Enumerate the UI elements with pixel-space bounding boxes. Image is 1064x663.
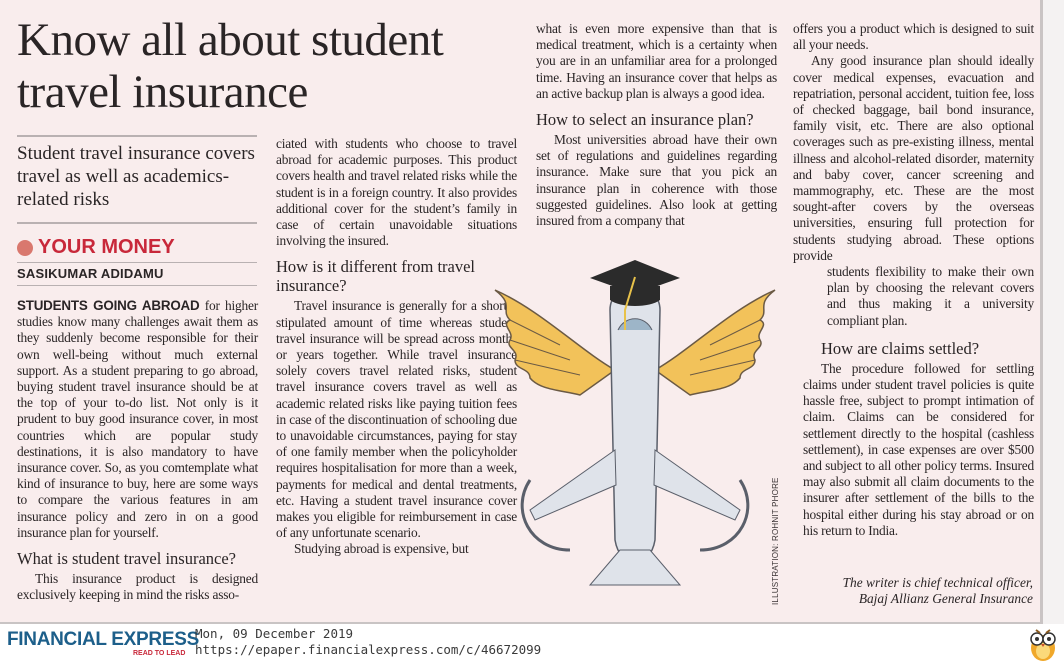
author-note-line: The writer is chief technical officer, [842, 575, 1033, 590]
footer: FINANCIAL EXPRESS READ TO LEAD Mon, 09 D… [0, 624, 1064, 663]
section-label: YOUR MONEY [17, 236, 175, 259]
subhead: How are claims settled? [821, 338, 980, 358]
column-2: ciated with students who choose to trave… [276, 136, 517, 558]
page-edge [1043, 0, 1064, 624]
logo-tagline: READ TO LEAD [133, 650, 186, 657]
headline: Know all about student travel insurance [17, 14, 444, 118]
paragraph: This insurance product is designed exclu… [17, 571, 258, 603]
paragraph: what is even more expensive than that is… [536, 21, 777, 101]
financial-express-logo: FINANCIAL EXPRESS READ TO LEAD [7, 629, 199, 657]
left-wing [494, 289, 617, 396]
paragraph: Most universities abroad have their own … [536, 132, 777, 229]
paragraph: offers you a product which is designed t… [793, 21, 1034, 53]
intro-text: for higher studies know many challenges … [17, 298, 258, 540]
edition-date: Mon, 09 December 2019 [195, 626, 354, 641]
author-note: The writer is chief technical officer, B… [800, 575, 1033, 607]
subhead: How to select an insurance plan? [536, 110, 754, 130]
byline: SASIKUMAR ADIDAMU [17, 266, 164, 281]
section-text: YOUR MONEY [38, 236, 175, 258]
divider [17, 135, 257, 137]
paragraph: Any good insurance plan should ideally c… [793, 53, 1034, 263]
paragraph: The procedure followed for settling clai… [803, 360, 1034, 538]
subhead: What is student travel insurance? [17, 549, 237, 569]
divider [17, 262, 257, 263]
owl-icon [1030, 629, 1056, 661]
intro-paragraph: STUDENTS GOING ABROAD for higher studies… [17, 298, 258, 541]
airplane-body [520, 286, 750, 586]
section-dot-icon [17, 239, 33, 256]
lead-caps: STUDENTS GOING ABROAD [17, 298, 200, 313]
column-4: offers you a product which is designed t… [793, 21, 1034, 539]
newspaper-clipping: Know all about student travel insurance … [0, 0, 1043, 624]
column-1: STUDENTS GOING ABROAD for higher studies… [17, 298, 258, 603]
paragraph: students flexibility to make their own p… [827, 264, 1034, 328]
logo-text: FINANCIAL EXPRESS [7, 629, 199, 650]
paragraph: Travel insurance is generally for a shor… [276, 298, 517, 541]
right-wing [653, 289, 776, 396]
airplane-illustration [494, 260, 776, 586]
deck: Student travel insurance covers travel a… [17, 143, 255, 210]
paragraph: Studying abroad is expensive, but [294, 541, 469, 557]
author-note-line: Bajaj Allianz General Insurance [858, 591, 1033, 606]
subhead: How is it different from travel insuranc… [276, 257, 476, 296]
epaper-link[interactable]: https://epaper.financialexpress.com/c/46… [195, 642, 542, 657]
column-3: what is even more expensive than that is… [536, 21, 777, 229]
graduation-cap-icon [590, 260, 680, 330]
paragraph: ciated with students who choose to trave… [276, 136, 517, 249]
divider [17, 222, 257, 224]
divider [17, 285, 257, 286]
